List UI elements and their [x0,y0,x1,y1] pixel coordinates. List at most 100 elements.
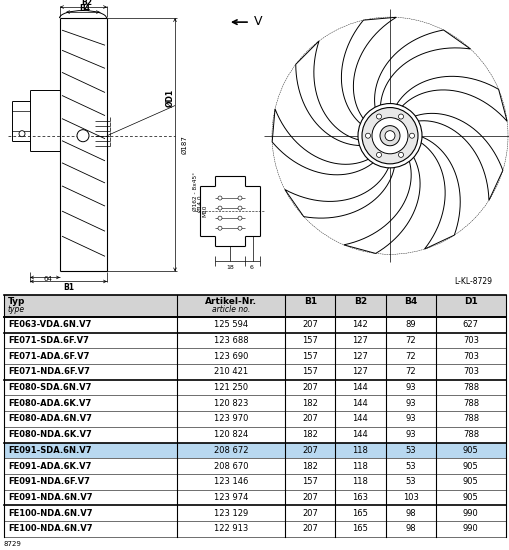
Text: type: type [8,305,25,314]
Text: 144: 144 [352,415,367,424]
Bar [4,458,505,474]
Polygon shape [341,17,395,126]
Text: B2: B2 [81,0,92,7]
Text: 207: 207 [302,446,318,455]
Polygon shape [417,135,459,249]
Text: 788: 788 [462,383,478,392]
Circle shape [398,114,403,119]
Text: 157: 157 [302,477,318,486]
Text: 127: 127 [352,336,367,345]
Text: 788: 788 [462,430,478,439]
Circle shape [238,216,242,220]
Text: 118: 118 [352,461,367,471]
Text: 182: 182 [302,399,318,408]
Text: 157: 157 [302,367,318,376]
Text: 207: 207 [302,525,318,533]
Text: 165: 165 [352,509,367,518]
Bar [4,490,505,505]
Text: 123 974: 123 974 [214,493,248,502]
Text: L-KL-8729: L-KL-8729 [453,277,491,287]
Circle shape [376,114,381,119]
Circle shape [238,196,242,200]
Text: 144: 144 [352,383,367,392]
Text: 182: 182 [302,461,318,471]
Text: 207: 207 [302,320,318,329]
Text: B1: B1 [63,283,74,292]
Text: 118: 118 [352,446,367,455]
Text: 98: 98 [405,525,415,533]
Text: 123 129: 123 129 [214,509,248,518]
Bar [4,348,505,364]
Text: 123 146: 123 146 [214,477,248,486]
Circle shape [217,226,221,230]
Circle shape [19,131,25,137]
Text: FE071-SDA.6F.V7: FE071-SDA.6F.V7 [8,336,89,345]
Bar [4,395,505,411]
Text: 72: 72 [405,367,415,376]
Text: 103: 103 [402,493,418,502]
Text: 990: 990 [462,509,478,518]
Text: 120 823: 120 823 [214,399,248,408]
Text: Artikel-Nr.: Artikel-Nr. [205,297,257,306]
Text: Typ: Typ [8,297,25,306]
Polygon shape [411,113,502,200]
Text: 703: 703 [462,367,478,376]
Bar [4,379,505,395]
Text: FE080-ADA.6N.V7: FE080-ADA.6N.V7 [8,415,92,424]
Text: 207: 207 [302,383,318,392]
Text: FE100-NDA.6N.V7: FE100-NDA.6N.V7 [8,525,92,533]
Circle shape [371,118,407,154]
Text: 127: 127 [352,367,367,376]
Text: 905: 905 [462,461,478,471]
Text: 123 688: 123 688 [213,336,248,345]
Text: B2: B2 [353,297,366,306]
Text: 93: 93 [405,415,415,424]
Text: B1: B1 [303,297,316,306]
Text: Ø14.0: Ø14.0 [197,194,202,212]
Text: 207: 207 [302,415,318,424]
Text: 165: 165 [352,525,367,533]
Text: 208 670: 208 670 [213,461,248,471]
Circle shape [398,152,403,157]
Circle shape [361,108,417,164]
Text: 125 594: 125 594 [214,320,248,329]
Text: M10: M10 [202,205,207,217]
Polygon shape [295,41,363,146]
Text: FE091-NDA.6F.V7: FE091-NDA.6F.V7 [8,477,90,486]
Text: FE091-ADA.6K.V7: FE091-ADA.6K.V7 [8,461,91,471]
Circle shape [409,133,414,138]
Text: 6: 6 [249,265,253,270]
Text: 207: 207 [302,493,318,502]
Text: 627: 627 [462,320,478,329]
Bar [4,411,505,427]
Circle shape [238,206,242,210]
Text: 93: 93 [405,430,415,439]
Circle shape [217,216,221,220]
Bar [4,474,505,490]
Text: 163: 163 [352,493,367,502]
Polygon shape [285,163,394,218]
Circle shape [217,206,221,210]
Circle shape [77,130,89,142]
Circle shape [217,196,221,200]
Text: 905: 905 [462,477,478,486]
Text: 120 824: 120 824 [214,430,248,439]
Circle shape [379,125,399,146]
Text: FE071-NDA.6F.V7: FE071-NDA.6F.V7 [8,367,90,376]
Text: V: V [253,15,262,28]
Text: 157: 157 [302,351,318,361]
Text: 72: 72 [405,351,415,361]
Text: ВЕНТПРО: ВЕНТПРО [240,412,315,426]
Text: 208 672: 208 672 [213,446,248,455]
Circle shape [238,226,242,230]
Text: B4: B4 [403,297,416,306]
Text: 53: 53 [405,446,415,455]
Bar [4,443,505,458]
Circle shape [376,152,381,157]
Text: FE080-ADA.6K.V7: FE080-ADA.6K.V7 [8,399,91,408]
Bar [4,317,505,333]
Text: 72: 72 [405,336,415,345]
Text: 123 690: 123 690 [214,351,248,361]
Text: Ø162 - 8x45°: Ø162 - 8x45° [192,172,197,211]
Text: 157: 157 [302,336,318,345]
